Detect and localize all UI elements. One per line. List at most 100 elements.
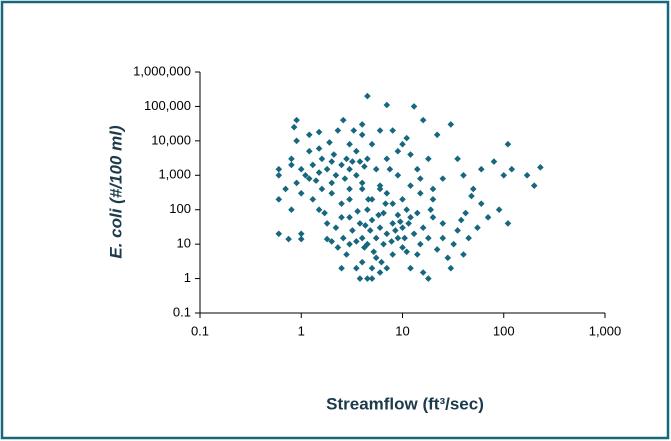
point <box>297 235 305 243</box>
point <box>297 165 305 173</box>
point <box>419 116 427 124</box>
point <box>328 179 336 187</box>
y-tick-label: 10,000 <box>151 132 191 147</box>
point <box>366 227 374 234</box>
point <box>537 164 544 171</box>
point <box>346 140 353 148</box>
y-tick-label: 100,000 <box>144 98 191 113</box>
point <box>394 234 402 242</box>
x-tick-label: 1 <box>298 323 305 338</box>
point <box>338 264 345 272</box>
y-tick-label: 0.1 <box>173 304 191 319</box>
point <box>364 155 371 163</box>
point <box>417 175 424 182</box>
point <box>290 123 298 131</box>
point <box>361 244 368 251</box>
point <box>388 238 395 245</box>
point <box>403 206 410 214</box>
point <box>474 224 481 232</box>
point <box>469 185 477 193</box>
point <box>413 165 421 173</box>
point <box>321 209 328 217</box>
point <box>315 206 323 214</box>
point <box>353 171 360 179</box>
point <box>353 238 360 245</box>
point <box>346 196 353 203</box>
y-tick-label: 1,000 <box>158 167 191 182</box>
y-tick-label: 100 <box>169 201 191 216</box>
point <box>341 175 349 182</box>
point <box>504 220 512 227</box>
point <box>425 234 432 242</box>
point <box>323 235 331 243</box>
point <box>504 140 512 148</box>
point <box>328 238 336 245</box>
point <box>315 145 323 152</box>
point <box>490 158 498 165</box>
point <box>425 155 432 163</box>
point <box>376 182 384 189</box>
point <box>410 230 418 238</box>
point <box>323 220 331 227</box>
point <box>338 161 345 169</box>
point <box>460 251 467 258</box>
point <box>353 147 360 155</box>
point <box>293 179 300 187</box>
point <box>375 211 382 219</box>
point <box>364 206 371 214</box>
point <box>356 158 364 165</box>
point <box>403 134 410 142</box>
point <box>312 177 320 184</box>
point <box>305 175 313 182</box>
point <box>399 244 406 251</box>
point <box>346 185 353 193</box>
point <box>288 206 295 214</box>
point <box>315 169 323 176</box>
point <box>305 147 313 155</box>
point <box>358 179 366 187</box>
point <box>334 244 342 251</box>
point <box>356 275 364 282</box>
point <box>399 196 406 203</box>
point <box>354 207 361 215</box>
point <box>376 224 384 232</box>
point <box>370 248 378 256</box>
point <box>495 206 503 214</box>
point <box>368 196 376 203</box>
point <box>477 165 485 173</box>
x-tick-label: 0.1 <box>191 323 209 338</box>
point <box>389 251 396 258</box>
point <box>362 222 369 229</box>
point <box>305 131 313 139</box>
x-tick-label: 100 <box>493 323 515 338</box>
point <box>425 275 432 282</box>
point <box>383 264 391 272</box>
x-tick-label: 1,000 <box>589 323 622 338</box>
point <box>465 234 472 242</box>
point <box>484 214 492 221</box>
point <box>407 182 414 189</box>
point <box>419 224 427 232</box>
point <box>378 258 385 266</box>
point <box>403 248 410 256</box>
point <box>309 161 317 169</box>
point <box>433 131 441 139</box>
point <box>330 151 338 158</box>
point <box>339 116 347 124</box>
point <box>382 200 389 207</box>
point <box>376 185 384 193</box>
point <box>389 220 396 227</box>
point <box>523 171 531 179</box>
point <box>302 171 309 179</box>
y-tick-label: 10 <box>177 236 191 251</box>
point <box>372 234 380 242</box>
point <box>407 151 414 158</box>
point <box>365 196 372 203</box>
point <box>462 209 469 217</box>
point <box>508 165 516 173</box>
point <box>376 127 384 134</box>
point <box>368 216 376 224</box>
point <box>358 185 366 193</box>
point <box>372 165 380 173</box>
